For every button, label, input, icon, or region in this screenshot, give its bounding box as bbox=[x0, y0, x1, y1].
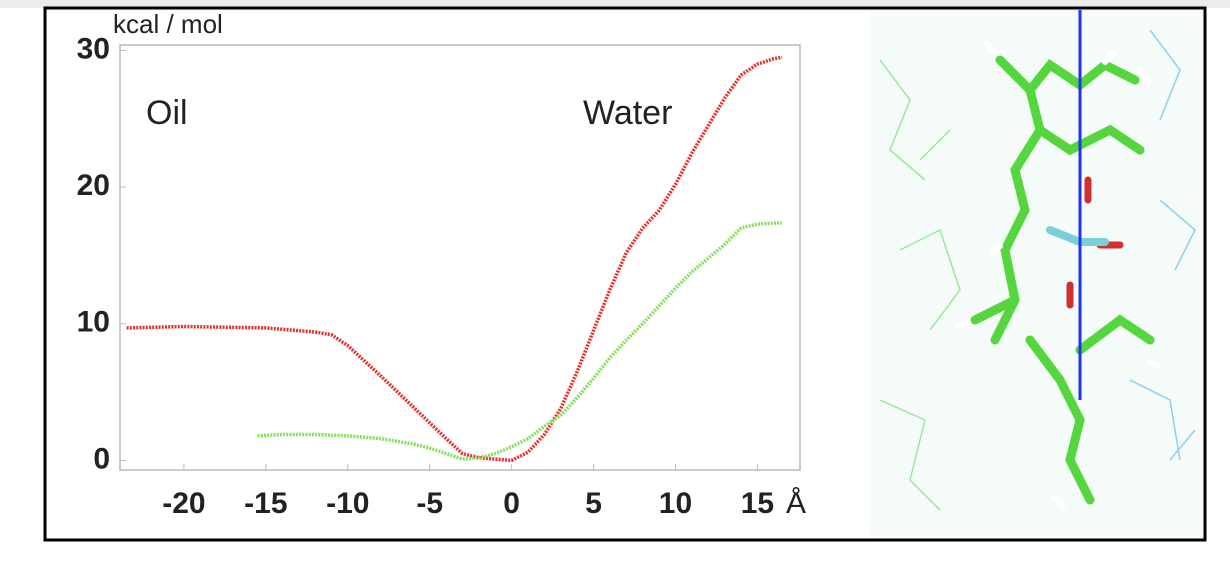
y-tick-label: 20 bbox=[77, 169, 110, 202]
annotation: Water bbox=[583, 94, 672, 132]
top-strip bbox=[0, 0, 1230, 8]
x-tick-label: 10 bbox=[659, 487, 692, 520]
hydrogen bbox=[957, 41, 1161, 509]
x-axis-label: Å bbox=[786, 487, 806, 520]
water-lines bbox=[1129, 29, 1196, 461]
y-tick-label: 30 bbox=[77, 32, 110, 65]
solvent-line bbox=[879, 59, 961, 511]
molecule-image bbox=[870, 10, 1203, 538]
y-tick-label: 0 bbox=[93, 442, 110, 475]
x-tick-label: -20 bbox=[162, 487, 205, 520]
x-tick-label: 5 bbox=[585, 487, 602, 520]
x-tick-label: -5 bbox=[416, 487, 443, 520]
x-tick-label: 0 bbox=[503, 487, 520, 520]
y-tick-label: 10 bbox=[77, 306, 110, 339]
water-line bbox=[1129, 29, 1196, 461]
x-tick-label: 15 bbox=[741, 487, 774, 520]
y-axis-label: kcal / mol bbox=[113, 9, 223, 39]
x-tick-label: -10 bbox=[326, 487, 369, 520]
series-line bbox=[126, 55, 783, 463]
molecule-background bbox=[870, 10, 1203, 538]
hydrogens bbox=[957, 41, 1161, 509]
molecule-bond bbox=[970, 55, 1155, 505]
x-tick-label: -15 bbox=[244, 487, 287, 520]
plot-frame bbox=[119, 44, 801, 471]
solvent-lines bbox=[879, 59, 961, 511]
series-line bbox=[257, 220, 783, 461]
molecule-bonds bbox=[970, 55, 1155, 505]
annotation: Oil bbox=[146, 94, 188, 132]
